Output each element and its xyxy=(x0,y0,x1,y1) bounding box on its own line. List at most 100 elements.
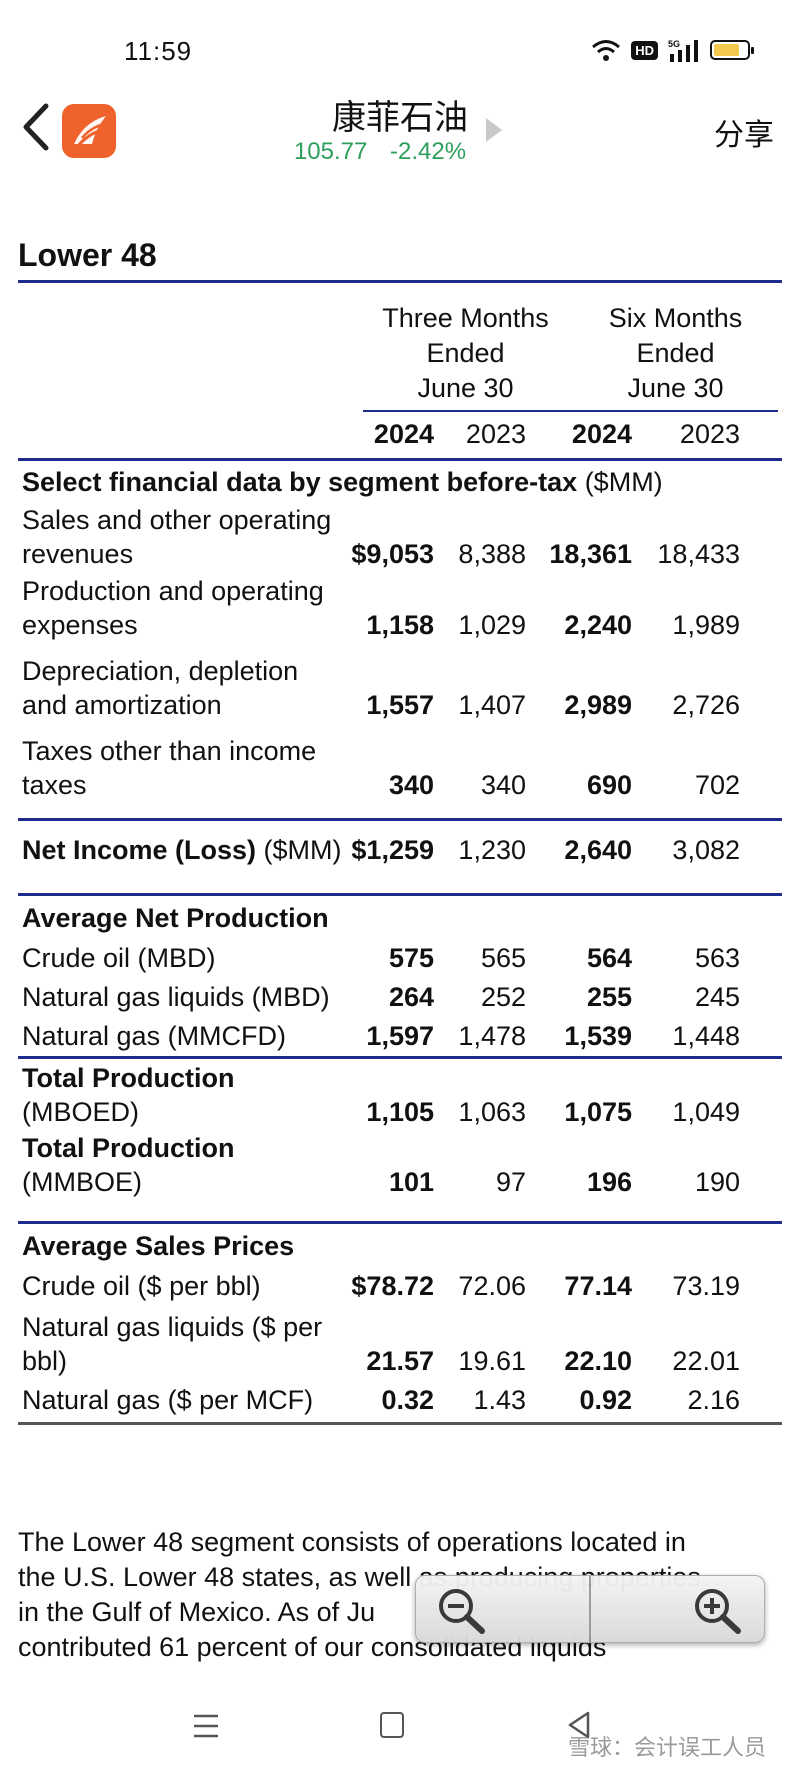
cell-value: 1,557 xyxy=(366,690,434,720)
cell-value: 190 xyxy=(694,1167,740,1197)
table-row: Natural gas (MMCFD) 1,597 1,478 1,539 1,… xyxy=(18,1016,782,1056)
paragraph-line: in the Gulf of Mexico. As of Ju xyxy=(18,1597,376,1627)
row-label: Natural gas ($ per MCF) xyxy=(22,1385,314,1415)
zoom-out-icon xyxy=(439,1589,485,1634)
cell-value: $9,053 xyxy=(351,539,434,569)
section-title-text: Select financial data by segment before-… xyxy=(22,465,663,499)
year-header: 2023 xyxy=(679,419,740,449)
cell-value: 8,388 xyxy=(458,539,526,569)
cell-value: 19.61 xyxy=(458,1346,526,1376)
cell-value: 0.32 xyxy=(381,1385,434,1415)
doc-title: Lower 48 xyxy=(18,237,157,273)
wifi-icon xyxy=(592,40,621,61)
year-header: 2024 xyxy=(571,419,632,449)
section-title: Average Sales Prices xyxy=(18,1224,782,1266)
divider xyxy=(18,458,782,461)
cell-value: 264 xyxy=(388,982,434,1012)
paragraph-line: The Lower 48 segment consists of operati… xyxy=(18,1527,686,1557)
cell-value: 1,448 xyxy=(672,1021,740,1051)
cell-value: 564 xyxy=(586,943,632,973)
row-label: Natural gas liquids ($ per bbl) xyxy=(22,1312,323,1376)
stock-price: 105.77 xyxy=(293,138,368,165)
table-row: Crude oil (MBD) 575 565 564 563 xyxy=(18,938,782,977)
divider xyxy=(18,818,782,821)
cell-value: 0.92 xyxy=(579,1385,632,1415)
status-bar: 11:59 HD 5G xyxy=(0,0,800,100)
signal-label: 5G xyxy=(668,39,680,49)
table-row-total: Total Production (MBOED) 1,105 1,063 1,07… xyxy=(18,1059,782,1129)
cell-value: 1,989 xyxy=(672,610,740,640)
share-button[interactable]: 分享 xyxy=(714,118,774,153)
stock-name: 康菲石油 xyxy=(332,98,468,138)
cell-value: 18,361 xyxy=(549,539,632,569)
cell-value: 255 xyxy=(586,982,632,1012)
col-group-six-months: Six Months Ended June 30 xyxy=(573,301,778,406)
status-time: 11:59 xyxy=(124,36,193,66)
zoom-out-button[interactable] xyxy=(416,1576,589,1642)
table-row: Taxes other than income taxes 340 340 690… xyxy=(18,732,782,818)
cell-value: 1,230 xyxy=(458,835,526,865)
play-icon[interactable] xyxy=(486,118,502,142)
cell-value: 245 xyxy=(694,982,740,1012)
row-label: Depreciation, depletion and amortization xyxy=(22,656,299,720)
app-logo-icon[interactable] xyxy=(62,104,116,158)
hd-badge: HD xyxy=(631,40,658,60)
cell-value: 22.10 xyxy=(564,1346,632,1376)
cell-value: 18,433 xyxy=(657,539,740,569)
col-group-line: June 30 xyxy=(417,373,514,403)
row-label: Taxes other than income taxes xyxy=(22,736,317,800)
cell-value: 1,597 xyxy=(366,1021,434,1051)
section-title: Select financial data by segment before-… xyxy=(18,461,782,501)
zoom-in-button[interactable] xyxy=(589,1576,764,1642)
cell-value: 101 xyxy=(388,1167,434,1197)
table-row: Depreciation, depletion and amortization … xyxy=(18,652,782,732)
cell-value: $78.72 xyxy=(351,1271,434,1301)
table-row: Production and operating expenses 1,158 1… xyxy=(18,572,782,652)
cell-value: 2,240 xyxy=(564,610,632,640)
table-row-total: Total Production (MMBOE) 101 97 196 190 xyxy=(18,1129,782,1209)
divider xyxy=(18,1056,782,1059)
divider xyxy=(18,1422,782,1425)
divider xyxy=(18,280,782,283)
cell-value: 340 xyxy=(388,770,434,800)
cell-value: 1,075 xyxy=(564,1097,632,1127)
table-row-net-income: Net Income (Loss) ($MM) $1,259 1,230 2,6… xyxy=(18,821,782,881)
cell-value: 21.57 xyxy=(366,1346,434,1376)
year-header: 2023 xyxy=(465,419,526,449)
cell-value: 575 xyxy=(388,943,434,973)
cell-value: 1,049 xyxy=(672,1097,740,1127)
cell-value: 252 xyxy=(480,982,526,1012)
menu-icon[interactable] xyxy=(192,1712,220,1740)
section-title-unit: ($MM) xyxy=(577,467,663,497)
cell-value: $1,259 xyxy=(351,835,434,865)
cell-value: 1,158 xyxy=(366,610,434,640)
col-group-line: Three Months xyxy=(382,303,549,333)
row-label: Total Production (MMBOE) xyxy=(22,1133,235,1197)
section-title-bold: Select financial data by segment before-… xyxy=(22,467,578,497)
status-icons: HD 5G xyxy=(591,38,754,62)
cell-value: 77.14 xyxy=(564,1271,632,1301)
zoom-control xyxy=(415,1575,765,1643)
row-label: Production and operating expenses xyxy=(22,576,324,640)
system-nav-bar: 雪球：会计误工人员 xyxy=(0,1690,800,1787)
cell-value: 2,640 xyxy=(564,835,632,865)
back-chevron-icon[interactable] xyxy=(18,102,54,152)
year-header: 2024 xyxy=(373,419,434,449)
back-triangle-icon[interactable] xyxy=(566,1710,592,1740)
col-group-line: Ended xyxy=(426,338,505,368)
table-row: Natural gas liquids (MBD) 264 252 255 24… xyxy=(18,977,782,1016)
cell-value: 97 xyxy=(495,1167,526,1197)
stock-quote: 105.77 -2.42% xyxy=(0,138,760,166)
col-group-three-months: Three Months Ended June 30 xyxy=(368,301,563,406)
cell-value: 563 xyxy=(694,943,740,973)
col-group-line: Ended xyxy=(636,338,715,368)
cell-value: 2.16 xyxy=(687,1385,740,1415)
cell-value: 1.43 xyxy=(473,1385,526,1415)
table-row: Sales and other operating revenues $9,053… xyxy=(18,501,782,572)
cell-value: 3,082 xyxy=(672,835,740,865)
home-icon[interactable] xyxy=(380,1712,404,1738)
cell-value: 565 xyxy=(480,943,526,973)
row-label: Natural gas liquids (MBD) xyxy=(22,982,330,1012)
stock-change: -2.42% xyxy=(390,138,467,165)
signal-icon: 5G xyxy=(668,39,698,62)
